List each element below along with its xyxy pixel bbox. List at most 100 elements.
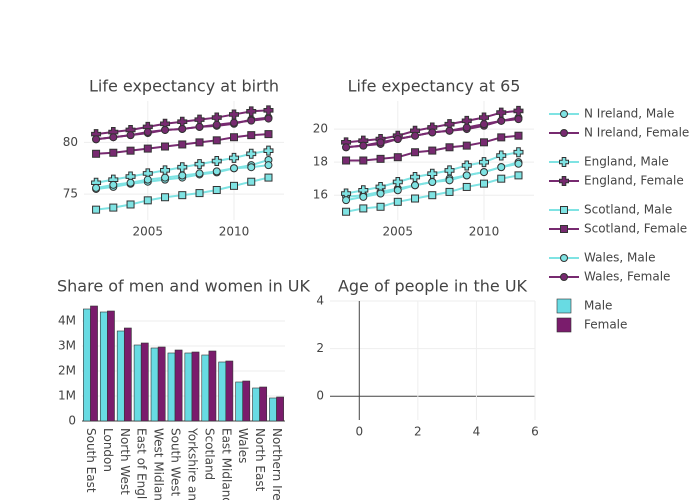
marker: [497, 174, 506, 183]
legend-label: Wales, Female: [584, 270, 670, 284]
legend-label: Wales, Male: [584, 251, 655, 265]
x-tick-label: 2005: [383, 225, 414, 239]
marker: [560, 206, 568, 214]
marker: [560, 110, 568, 118]
marker: [143, 196, 152, 205]
marker: [194, 114, 205, 125]
marker: [230, 133, 238, 142]
marker: [393, 135, 402, 144]
marker: [445, 187, 454, 196]
marker: [411, 131, 420, 140]
bar: [123, 327, 132, 422]
marker: [161, 173, 170, 182]
x-tick-label: 2: [414, 425, 422, 439]
marker: [161, 125, 170, 134]
bar: [116, 330, 125, 422]
legend-label: N Ireland, Male: [584, 107, 674, 121]
marker: [264, 130, 273, 139]
marker: [514, 115, 523, 124]
marker: [393, 197, 402, 206]
marker: [246, 106, 257, 117]
marker: [376, 202, 385, 211]
marker: [109, 133, 118, 142]
y-tick-label: 80: [63, 135, 78, 149]
marker: [263, 145, 274, 156]
bar: [276, 396, 284, 422]
marker: [462, 141, 471, 150]
marker: [497, 163, 506, 172]
marker: [177, 162, 188, 173]
marker: [513, 147, 524, 158]
chart-title: Share of men and women in UK: [57, 277, 311, 296]
legend-label: Female: [584, 318, 627, 332]
y-tick-label: 4M: [58, 314, 76, 328]
bar: [225, 360, 234, 422]
x-tick-label: Northern Ireland: [270, 428, 284, 500]
marker: [212, 136, 221, 145]
marker: [513, 105, 524, 116]
marker: [229, 152, 239, 163]
marker: [359, 204, 368, 213]
x-tick-label: Wales: [236, 428, 250, 463]
marker: [559, 157, 569, 167]
x-tick-label: North West: [118, 428, 132, 495]
marker: [109, 203, 118, 212]
marker: [143, 144, 152, 153]
marker: [376, 138, 385, 147]
marker: [411, 194, 420, 203]
marker: [211, 156, 222, 167]
bar: [259, 386, 268, 422]
marker: [126, 131, 135, 140]
marker: [264, 114, 273, 123]
marker: [445, 143, 454, 152]
marker: [514, 171, 523, 180]
marker: [247, 131, 256, 140]
marker: [161, 142, 170, 151]
marker: [194, 159, 205, 170]
marker: [92, 183, 101, 192]
x-tick-label: East of England: [135, 428, 149, 500]
x-tick-label: Scotland: [202, 428, 216, 480]
marker: [480, 138, 488, 147]
x-tick-label: East Midlands: [219, 428, 233, 500]
marker: [160, 165, 171, 176]
marker: [177, 116, 188, 127]
marker: [376, 189, 385, 198]
y-tick-label: 75: [63, 187, 78, 201]
bar: [218, 361, 227, 422]
marker: [428, 177, 437, 186]
marker: [143, 175, 152, 184]
marker: [560, 129, 568, 137]
marker: [109, 180, 118, 189]
marker: [178, 191, 187, 200]
marker: [195, 138, 204, 147]
marker: [497, 116, 506, 125]
marker: [359, 192, 368, 201]
bar: [191, 351, 200, 422]
bar: [184, 352, 193, 422]
marker: [246, 148, 257, 159]
bar: [150, 347, 159, 422]
x-tick-label: 6: [531, 425, 539, 439]
y-tick-label: 2: [316, 341, 324, 355]
marker: [462, 182, 471, 191]
marker: [444, 165, 455, 176]
marker: [410, 172, 421, 183]
marker: [126, 178, 135, 187]
marker: [126, 200, 135, 209]
marker: [559, 176, 569, 186]
marker: [195, 169, 204, 178]
marker: [560, 254, 568, 262]
marker: [462, 123, 471, 132]
marker: [479, 157, 489, 168]
bar: [201, 354, 210, 422]
marker: [393, 186, 402, 195]
legend-label: England, Male: [584, 155, 669, 169]
marker: [212, 120, 221, 129]
marker: [359, 156, 368, 165]
y-tick-label: 0: [68, 414, 76, 428]
marker: [92, 205, 101, 214]
marker: [376, 154, 385, 163]
marker: [212, 167, 221, 176]
